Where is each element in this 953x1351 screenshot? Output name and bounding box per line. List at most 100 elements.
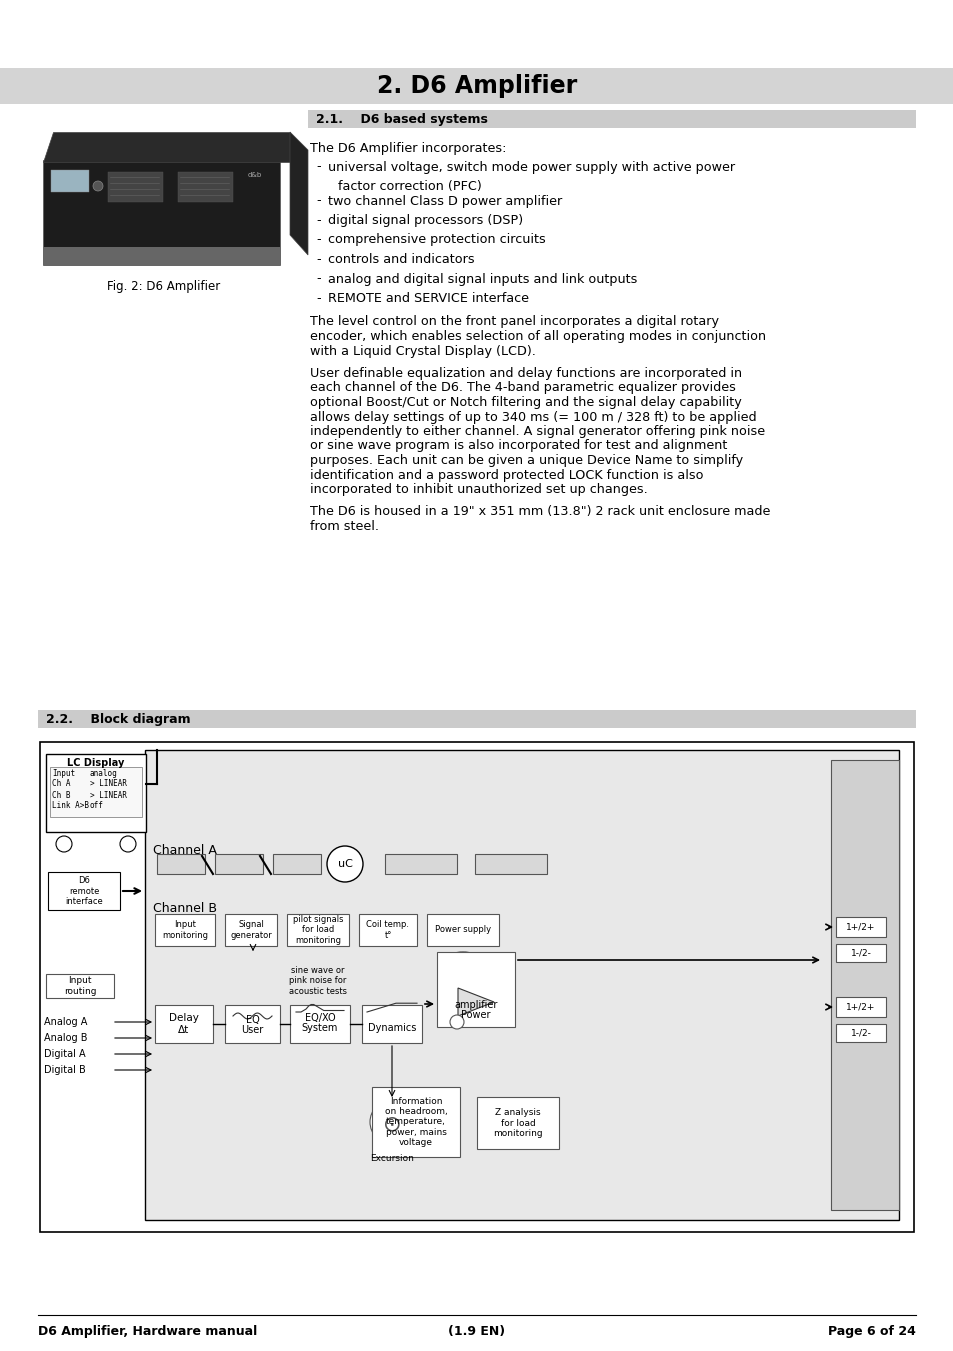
Text: purposes. Each unit can be given a unique Device Name to simplify: purposes. Each unit can be given a uniqu… xyxy=(310,454,742,467)
Text: Z analysis
for load
monitoring: Z analysis for load monitoring xyxy=(493,1108,542,1138)
Bar xyxy=(436,952,515,1027)
Text: -: - xyxy=(315,273,320,285)
Text: amplifier: amplifier xyxy=(454,1000,497,1011)
Text: -: - xyxy=(315,253,320,266)
Text: 1-/2-: 1-/2- xyxy=(850,948,870,958)
Text: Page 6 of 24: Page 6 of 24 xyxy=(827,1324,915,1337)
Text: universal voltage, switch mode power supply with active power: universal voltage, switch mode power sup… xyxy=(328,161,735,173)
Text: D6 Amplifier, Hardware manual: D6 Amplifier, Hardware manual xyxy=(38,1324,257,1337)
Text: encoder, which enables selection of all operating modes in conjunction: encoder, which enables selection of all … xyxy=(310,330,765,343)
Bar xyxy=(214,854,263,874)
Text: Digital A: Digital A xyxy=(44,1048,86,1059)
Bar xyxy=(51,170,89,192)
Text: Analog B: Analog B xyxy=(44,1034,88,1043)
Text: factor correction (PFC): factor correction (PFC) xyxy=(337,180,481,193)
Text: Input
monitoring: Input monitoring xyxy=(162,920,208,940)
Text: controls and indicators: controls and indicators xyxy=(328,253,475,266)
Bar xyxy=(43,159,280,265)
Text: Excursion: Excursion xyxy=(370,1154,414,1163)
Text: EQ/XO: EQ/XO xyxy=(304,1013,335,1023)
Circle shape xyxy=(370,1100,414,1144)
Bar xyxy=(154,1005,213,1043)
Text: -: - xyxy=(315,292,320,305)
Text: The level control on the front panel incorporates a digital rotary: The level control on the front panel inc… xyxy=(310,316,719,328)
Text: incorporated to inhibit unauthorized set up changes.: incorporated to inhibit unauthorized set… xyxy=(310,484,647,496)
Text: 2. D6 Amplifier: 2. D6 Amplifier xyxy=(376,74,577,99)
Text: REMOTE and SERVICE interface: REMOTE and SERVICE interface xyxy=(328,292,529,305)
Text: with a Liquid Crystal Display (LCD).: with a Liquid Crystal Display (LCD). xyxy=(310,345,536,358)
Bar xyxy=(835,1024,885,1042)
Text: Channel B: Channel B xyxy=(152,901,216,915)
Text: analog: analog xyxy=(90,769,117,777)
Text: LC Display: LC Display xyxy=(68,758,125,767)
Text: The D6 is housed in a 19" x 351 mm (13.8") 2 rack unit enclosure made: The D6 is housed in a 19" x 351 mm (13.8… xyxy=(310,505,770,519)
Text: Input
routing: Input routing xyxy=(64,977,96,996)
Text: -: - xyxy=(315,234,320,246)
Text: -: - xyxy=(315,161,320,173)
Polygon shape xyxy=(457,988,494,1016)
Bar xyxy=(830,761,898,1210)
Text: D6
remote
interface: D6 remote interface xyxy=(65,875,103,907)
Text: -: - xyxy=(315,195,320,208)
Text: 1-/2-: 1-/2- xyxy=(850,1028,870,1038)
Bar xyxy=(46,754,146,832)
Bar xyxy=(145,750,898,1220)
Text: pilot signals
for load
monitoring: pilot signals for load monitoring xyxy=(293,915,343,944)
Bar xyxy=(46,974,113,998)
Text: Power supply: Power supply xyxy=(435,925,491,935)
Circle shape xyxy=(92,181,103,190)
Text: 2.2.    Block diagram: 2.2. Block diagram xyxy=(46,712,191,725)
Text: optional Boost/Cut or Notch filtering and the signal delay capability: optional Boost/Cut or Notch filtering an… xyxy=(310,396,741,409)
Text: digital signal processors (DSP): digital signal processors (DSP) xyxy=(328,213,522,227)
Circle shape xyxy=(327,846,363,882)
Text: analog and digital signal inputs and link outputs: analog and digital signal inputs and lin… xyxy=(328,273,637,285)
Text: or sine wave program is also incorporated for test and alignment: or sine wave program is also incorporate… xyxy=(310,439,726,453)
Circle shape xyxy=(450,1015,463,1029)
Text: Fig. 2: D6 Amplifier: Fig. 2: D6 Amplifier xyxy=(108,280,220,293)
Bar xyxy=(475,854,546,874)
Bar xyxy=(835,917,885,938)
Bar xyxy=(835,997,885,1017)
Text: comprehensive protection circuits: comprehensive protection circuits xyxy=(328,234,545,246)
Circle shape xyxy=(120,836,136,852)
Text: -: - xyxy=(315,213,320,227)
Text: ⊙: ⊙ xyxy=(382,1115,401,1133)
Text: off: off xyxy=(90,801,104,811)
Text: The D6 Amplifier incorporates:: The D6 Amplifier incorporates: xyxy=(310,142,506,155)
Text: Analog A: Analog A xyxy=(44,1017,88,1027)
Ellipse shape xyxy=(448,982,477,992)
Bar xyxy=(154,915,214,946)
Text: allows delay settings of up to 340 ms (= 100 m / 328 ft) to be applied: allows delay settings of up to 340 ms (=… xyxy=(310,411,756,423)
Bar xyxy=(0,68,953,104)
Circle shape xyxy=(56,836,71,852)
Text: 2.1.    D6 based systems: 2.1. D6 based systems xyxy=(315,112,487,126)
Bar xyxy=(50,767,142,817)
Bar xyxy=(225,1005,280,1043)
Text: EQ: EQ xyxy=(245,1015,259,1025)
Bar xyxy=(48,871,120,911)
Bar xyxy=(157,854,205,874)
Text: Link A>B: Link A>B xyxy=(52,801,89,811)
Ellipse shape xyxy=(448,952,477,962)
Text: Dynamics: Dynamics xyxy=(368,1023,416,1034)
Text: Ch B: Ch B xyxy=(52,790,71,800)
Bar xyxy=(308,109,915,128)
Text: d&b: d&b xyxy=(248,172,262,178)
Text: independently to either channel. A signal generator offering pink noise: independently to either channel. A signa… xyxy=(310,426,764,438)
Text: two channel Class D power amplifier: two channel Class D power amplifier xyxy=(328,195,561,208)
Text: Coil temp.
t°: Coil temp. t° xyxy=(366,920,409,940)
Bar xyxy=(448,957,477,988)
Text: uC: uC xyxy=(337,859,352,869)
Text: Information
on headroom,
temperature,
power, mains
voltage: Information on headroom, temperature, po… xyxy=(384,1097,447,1147)
Text: Signal
generator: Signal generator xyxy=(230,920,272,940)
Bar xyxy=(225,915,276,946)
Bar xyxy=(38,711,915,728)
Bar xyxy=(43,247,280,265)
Text: (1.9 EN): (1.9 EN) xyxy=(448,1324,505,1337)
Bar xyxy=(372,1088,459,1156)
Text: User definable equalization and delay functions are incorporated in: User definable equalization and delay fu… xyxy=(310,367,741,380)
Text: 1+/2+: 1+/2+ xyxy=(845,1002,875,1012)
Bar xyxy=(108,172,163,203)
Bar xyxy=(427,915,498,946)
Bar xyxy=(385,854,456,874)
